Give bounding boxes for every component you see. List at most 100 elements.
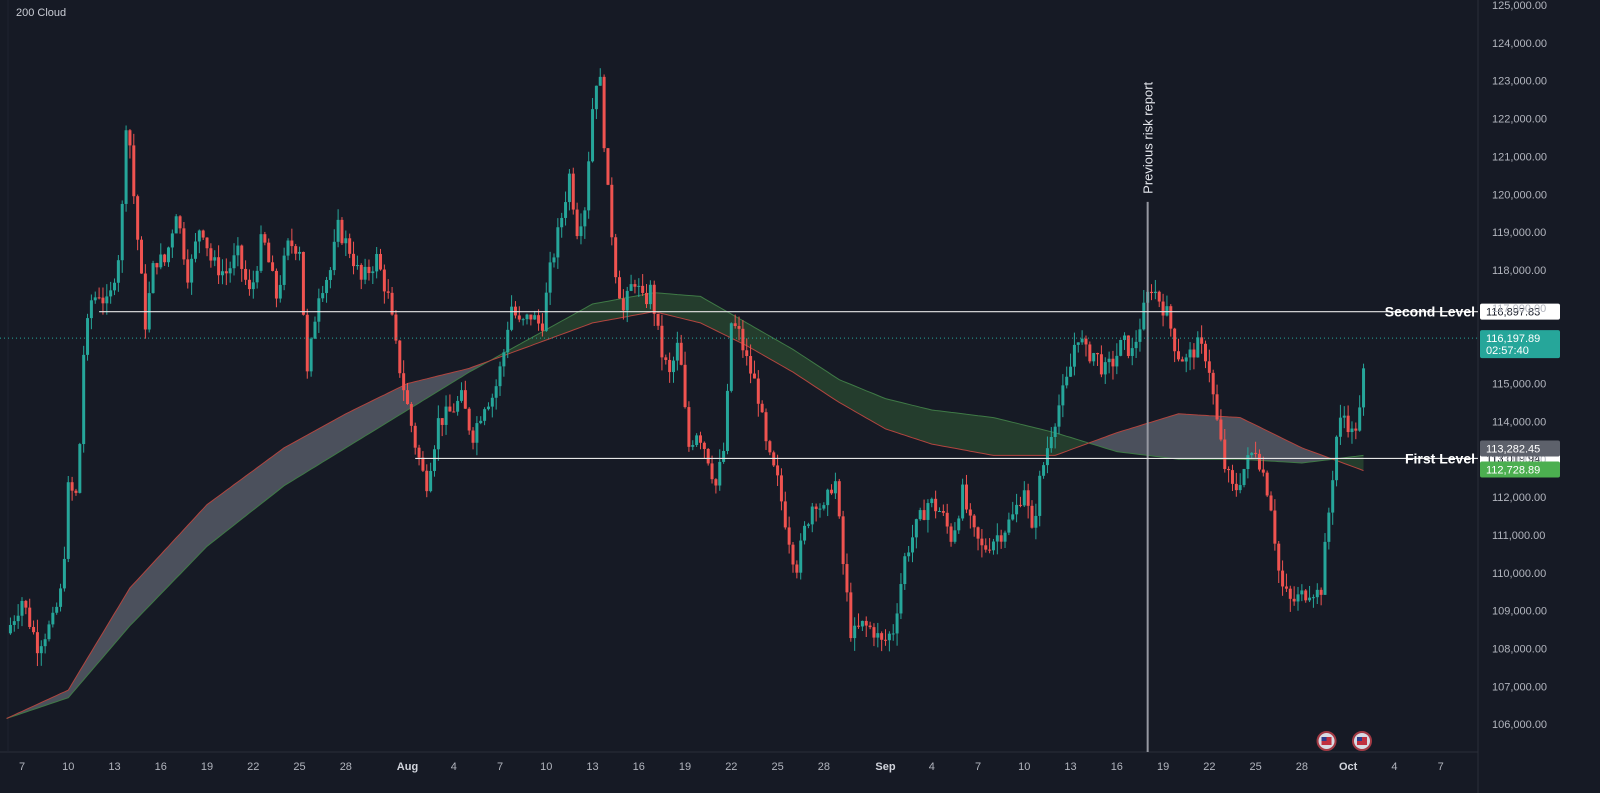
candle-body [903,556,907,585]
candle-body [849,592,853,639]
candle-body [1169,306,1173,329]
candle-body [787,527,791,545]
candle-body [413,425,417,448]
candle-body [278,284,282,299]
candle-body [1057,405,1061,427]
candle-body [645,292,649,305]
candle-body [656,313,660,326]
candle-body [136,196,140,240]
x-tick-label: Sep [875,761,895,773]
candle-body [571,173,575,210]
candle-body [868,625,872,628]
price-tag-text: 113,282.45 [1486,444,1540,456]
candle-body [336,219,340,242]
candle-body [1308,597,1312,601]
candle-body [475,423,479,443]
x-tick-label: 25 [293,761,305,773]
candle-body [386,291,390,293]
candle-body [340,219,344,244]
x-tick-label: 13 [1064,761,1076,773]
candle-body [1134,341,1138,349]
candle-body [953,530,957,542]
candle-body [776,465,780,476]
candle-body [1061,385,1065,406]
price-tag[interactable] [1480,440,1560,457]
candle-body [113,282,117,291]
price-tag-text: 116,197.89 [1486,333,1540,345]
x-tick-label: 22 [247,761,259,773]
candle-body [371,271,375,274]
candle-body [1219,419,1223,440]
candle-body [1300,590,1304,595]
candle-body [1246,455,1250,469]
candle-body [55,606,59,613]
candle-body [806,524,810,526]
candle-body [660,325,664,358]
candle-body [679,342,683,365]
candle-body [1346,415,1350,433]
candle-body [286,240,290,256]
candle-body [537,315,541,324]
candle-body [317,298,321,322]
candle-body [814,506,818,509]
candle-body [89,300,93,319]
candle-body [830,489,834,494]
cloud-fast-line [6,292,1364,719]
price-tag[interactable] [1480,330,1560,359]
candle-body [722,450,726,462]
candle-body [525,314,529,320]
candle-body [799,540,803,573]
candle-body [884,639,888,641]
indicator-label[interactable]: 200 Cloud [16,7,67,19]
candle-body [610,184,614,238]
candle-body [28,607,32,627]
level-price-tag[interactable] [1480,303,1560,320]
candle-body [668,359,672,373]
candle-body [1153,291,1157,294]
candle-body [930,498,934,504]
y-tick-label: 122,000.00 [1492,114,1547,126]
candle-body [325,279,329,294]
candle-body [737,326,741,329]
y-tick-label: 114,000.00 [1492,416,1546,428]
candle-body [991,541,995,551]
candle-body [494,386,498,398]
price-tag[interactable] [1480,461,1560,478]
candle-body [510,306,514,330]
candle-body [348,238,352,254]
candle-body [178,216,182,229]
candle-body [756,378,760,404]
candle-body [1096,353,1100,355]
candle-body [1354,428,1358,431]
level-label: Second Level [1385,304,1475,320]
candle-body [961,484,965,519]
candle-body [560,217,564,228]
candle-body [934,498,938,512]
candle-body [594,85,598,110]
y-tick-label: 119,000.00 [1492,227,1546,239]
candle-body [533,315,537,320]
candle-body [995,535,999,542]
candle-body [752,373,756,379]
candle-body [914,519,918,538]
candle-body [984,545,988,550]
candle-body [321,293,325,299]
candle-body [760,403,764,413]
y-tick-label: 112,000.00 [1492,492,1546,504]
candle-body [479,420,483,424]
x-tick-label: Oct [1339,761,1358,773]
y-tick-label: 110,000.00 [1492,568,1546,580]
y-tick-label: 111,000.00 [1492,530,1545,542]
y-tick-label: 108,000.00 [1492,643,1547,655]
candle-body [1342,415,1346,418]
candle-body [579,226,583,237]
candle-body [59,588,63,607]
candle-body [1242,468,1246,486]
candle-body [294,246,298,254]
y-tick-label: 106,000.00 [1492,719,1547,731]
x-tick-label: 22 [725,761,737,773]
candle-body [247,279,251,290]
candle-body [97,297,101,299]
